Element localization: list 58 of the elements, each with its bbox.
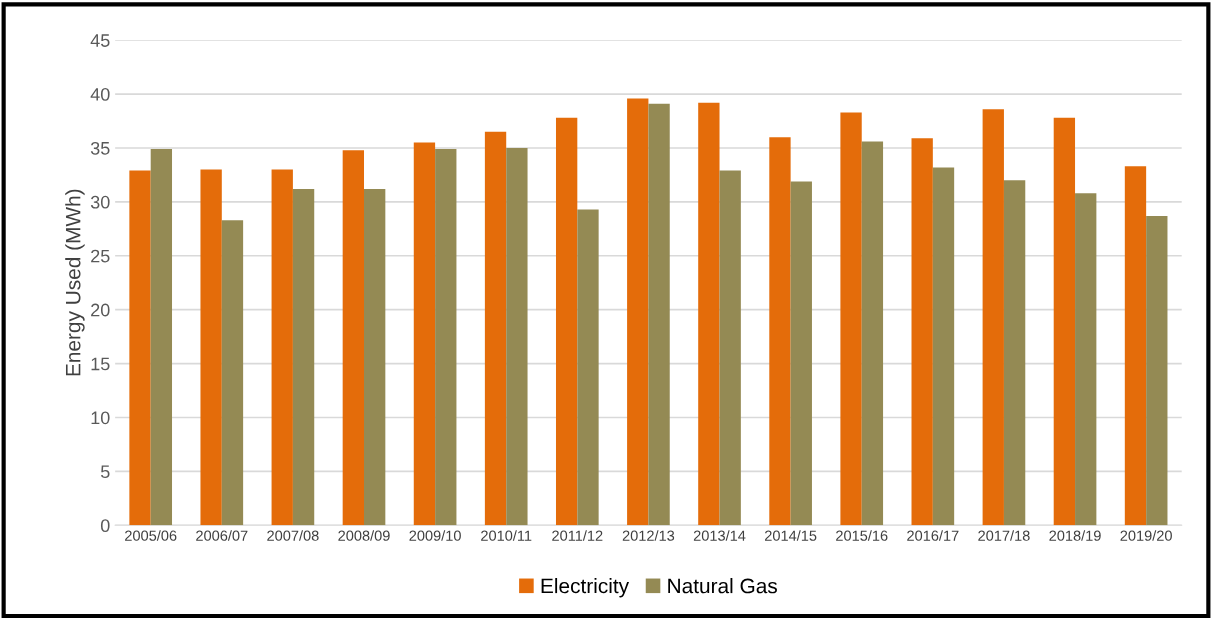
bar [1053, 117, 1076, 526]
x-tick-label: 2016/17 [907, 530, 959, 541]
bar [506, 147, 528, 526]
y-tick-label: 15 [91, 357, 110, 371]
legend-label: Natural Gas [668, 578, 777, 594]
bar [555, 117, 578, 526]
x-tick-label: 2005/06 [125, 530, 177, 541]
x-tick-label: 2012/13 [622, 530, 675, 541]
legend-label: Electricity [541, 578, 630, 598]
bar [648, 103, 670, 526]
y-axis-title: Energy Used (MWh) [65, 189, 85, 376]
bar [627, 98, 649, 526]
bar [1124, 166, 1147, 526]
x-tick-label: 2009/10 [409, 530, 461, 541]
bar [292, 188, 315, 526]
bar [1003, 180, 1026, 526]
x-tick-label: 2008/09 [338, 530, 390, 541]
bar [200, 169, 222, 526]
bar [769, 137, 791, 526]
y-tick-label: 25 [91, 249, 110, 263]
bar [577, 209, 599, 526]
bar [271, 169, 293, 526]
bar [413, 142, 436, 526]
y-tick-label: 10 [91, 411, 110, 425]
x-tick-label: 2014/15 [765, 530, 817, 541]
y-tick-label: 5 [100, 465, 110, 479]
bar [932, 167, 955, 526]
bar [861, 141, 884, 526]
x-tick-label: 2010/11 [481, 530, 532, 541]
bar [911, 138, 933, 526]
x-tick-label: 2011/12 [552, 530, 603, 541]
bar [790, 181, 812, 526]
bar [129, 170, 151, 526]
x-tick-label: 2017/18 [978, 530, 1030, 541]
y-tick-label: 45 [90, 34, 110, 47]
bar [698, 102, 720, 526]
bar [982, 109, 1004, 526]
x-tick-label: 2006/07 [196, 530, 248, 541]
bar [484, 131, 507, 526]
x-tick-label: 2019/20 [1120, 530, 1172, 541]
x-tick-label: 2018/19 [1049, 530, 1101, 541]
bar [1146, 215, 1168, 526]
bar [342, 150, 364, 526]
y-tick-label: 20 [91, 303, 110, 317]
bar [435, 149, 457, 526]
x-tick-label: 2007/08 [267, 530, 319, 541]
bar [719, 170, 741, 526]
bar [1075, 193, 1097, 526]
bar [840, 112, 862, 526]
y-tick-label: 30 [90, 195, 110, 209]
x-tick-label: 2013/14 [693, 530, 746, 541]
bar [150, 149, 173, 526]
bar [364, 188, 386, 526]
x-tick-label: 2015/16 [836, 530, 888, 541]
y-tick-label: 0 [100, 519, 110, 533]
y-tick-label: 35 [90, 141, 110, 155]
bar [221, 220, 244, 526]
y-tick-label: 40 [90, 88, 110, 101]
